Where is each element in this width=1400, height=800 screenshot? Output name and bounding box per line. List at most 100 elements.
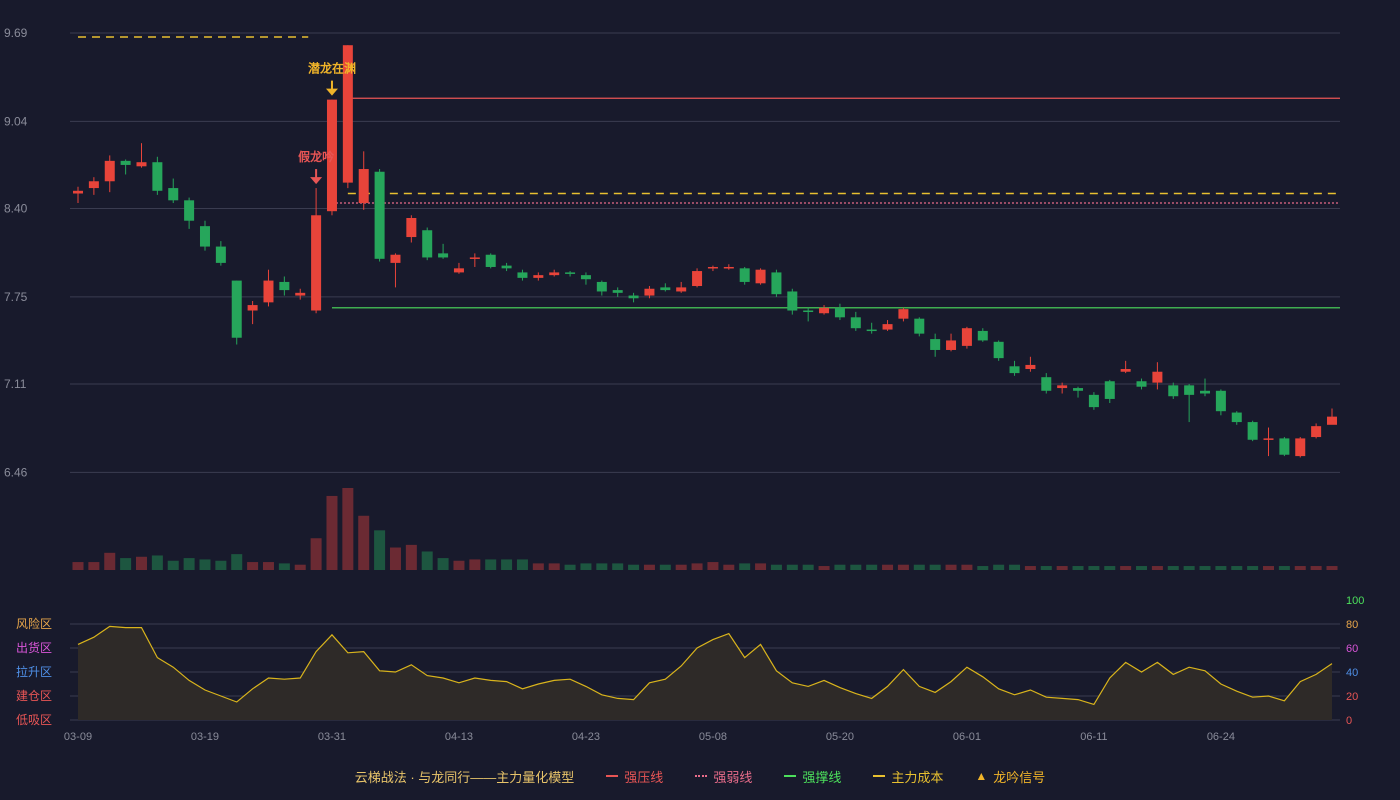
candle <box>501 262 512 272</box>
candle-body <box>168 188 179 201</box>
candle <box>279 276 290 296</box>
candle-body <box>1263 438 1274 440</box>
candle-body <box>771 272 782 295</box>
candle-body <box>787 291 798 311</box>
signal-marker: 潜龙在渊 <box>308 61 356 96</box>
volume-bar <box>977 566 989 570</box>
volume-bar <box>850 564 862 570</box>
legend-item-strength-line[interactable]: 强弱线 <box>695 767 752 786</box>
candle <box>517 269 528 281</box>
candle <box>1168 382 1179 399</box>
volume-bar <box>1247 566 1259 570</box>
candle <box>1152 362 1163 390</box>
indicator-area <box>78 626 1332 720</box>
candle <box>342 45 353 189</box>
signal-label: 假龙吟 <box>298 149 334 164</box>
volume-bar <box>151 555 163 570</box>
volume-bar <box>1183 566 1195 570</box>
price-tick-label: 9.69 <box>4 26 28 40</box>
candle-body <box>692 271 703 287</box>
candle <box>596 280 607 296</box>
candle <box>1136 378 1147 390</box>
candle-body <box>533 275 544 278</box>
volume-bar <box>1326 566 1338 570</box>
volume-bar <box>1088 566 1100 570</box>
grid <box>70 32 1340 473</box>
candle-body <box>469 257 480 259</box>
volume-bar <box>421 551 433 570</box>
candle-body <box>612 290 623 293</box>
volume-bar <box>945 564 957 570</box>
candle <box>406 215 417 243</box>
candle <box>1231 411 1242 425</box>
candle <box>1184 383 1195 423</box>
volume-bar <box>358 515 370 570</box>
volume-bar <box>374 530 386 570</box>
legend-item-strong-resistance[interactable]: 强压线 <box>606 767 663 786</box>
volume-bar <box>485 559 497 570</box>
candle <box>819 305 830 315</box>
candle-body <box>1120 369 1131 372</box>
legend-item-main-cost[interactable]: 主力成本 <box>873 767 943 786</box>
legend-item-dragon-signal[interactable]: ▲ 龙吟信号 <box>975 767 1045 786</box>
candle-body <box>295 292 306 296</box>
candle-body <box>1215 390 1226 412</box>
date-tick-label: 03-19 <box>191 731 219 743</box>
volume-bar <box>882 564 894 570</box>
candle <box>1215 389 1226 416</box>
volume-bar <box>247 562 259 570</box>
date-tick-label: 04-13 <box>445 731 473 743</box>
signal-markers: 假龙吟 潜龙在渊 <box>298 61 356 185</box>
candle <box>1120 360 1131 374</box>
candle <box>676 281 687 293</box>
volume-bar <box>643 564 655 570</box>
legend-item-strong-support[interactable]: 强撑线 <box>784 767 841 786</box>
candle-body <box>803 310 814 313</box>
candle <box>723 264 734 270</box>
volume-bar <box>1310 566 1322 570</box>
volume-bar <box>691 563 703 570</box>
candle <box>358 151 369 210</box>
volume-bar <box>310 538 322 570</box>
candles <box>73 45 1337 458</box>
date-tick-label: 06-11 <box>1080 731 1107 743</box>
candle <box>834 303 845 321</box>
candle <box>263 269 274 307</box>
candle-body <box>961 328 972 346</box>
candle-body <box>247 305 258 311</box>
volume-bar <box>405 544 417 570</box>
candle-body <box>580 275 591 280</box>
candle <box>739 266 750 285</box>
volume-bar <box>612 563 624 570</box>
signal-marker: 假龙吟 <box>298 149 334 185</box>
volume-bar <box>1009 564 1021 570</box>
indicator-tick-label: 60 <box>1346 643 1358 655</box>
candle-body <box>342 45 353 183</box>
volume-bar <box>834 564 846 570</box>
candle-body <box>914 318 925 334</box>
legend-label: 强压线 <box>624 769 664 785</box>
candle <box>755 268 766 285</box>
candle-body <box>1184 385 1195 395</box>
candle <box>469 253 480 267</box>
candle-body <box>453 268 464 273</box>
volume-bar <box>723 564 735 570</box>
candle <box>422 227 433 261</box>
candle-body <box>1247 422 1258 440</box>
candle <box>882 320 893 331</box>
candle <box>707 265 718 272</box>
candle-body <box>1152 371 1163 383</box>
candle <box>1200 378 1211 397</box>
candle-body <box>739 268 750 282</box>
candle-body <box>850 317 861 329</box>
candle-body <box>263 280 274 303</box>
volume-bar <box>659 564 671 570</box>
triangle-up-icon: ▲ <box>975 769 988 783</box>
legend-label: 主力成本 <box>891 769 944 785</box>
solid-line-swatch-icon <box>784 775 797 777</box>
volume-bar <box>1136 566 1148 570</box>
legend-label: 强撑线 <box>802 769 842 785</box>
candle <box>152 156 163 195</box>
volume-bar <box>1056 566 1068 570</box>
volume-bar <box>389 547 401 570</box>
